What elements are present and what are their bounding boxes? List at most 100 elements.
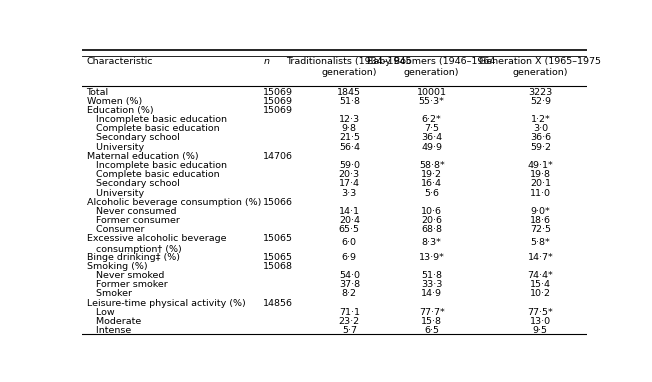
Text: 16·4: 16·4 [421, 179, 442, 188]
Text: 6·5: 6·5 [424, 326, 439, 335]
Text: 15·4: 15·4 [530, 280, 551, 289]
Text: 6·2*: 6·2* [422, 115, 441, 124]
Text: 36·6: 36·6 [529, 133, 551, 142]
Text: 52·9: 52·9 [530, 97, 551, 106]
Text: Low: Low [87, 308, 114, 317]
Text: 9·8: 9·8 [342, 124, 357, 133]
Text: 14·1: 14·1 [339, 207, 360, 216]
Text: 19·8: 19·8 [530, 170, 551, 179]
Text: 1·2*: 1·2* [531, 115, 550, 124]
Text: Former consumer: Former consumer [87, 216, 179, 225]
Text: 3223: 3223 [528, 87, 552, 97]
Text: Education (%): Education (%) [87, 106, 153, 115]
Text: Former smoker: Former smoker [87, 280, 168, 289]
Text: 10·2: 10·2 [530, 290, 551, 298]
Text: 3·3: 3·3 [342, 188, 357, 197]
Text: 51·8: 51·8 [421, 271, 442, 280]
Text: 37·8: 37·8 [339, 280, 360, 289]
Text: 15065: 15065 [263, 253, 293, 262]
Text: 11·0: 11·0 [530, 188, 551, 197]
Text: 5·7: 5·7 [342, 326, 357, 335]
Text: Never smoked: Never smoked [87, 271, 164, 280]
Text: 5·8*: 5·8* [531, 238, 550, 247]
Text: Women (%): Women (%) [87, 97, 141, 106]
Text: n: n [263, 57, 269, 66]
Text: 9·5: 9·5 [533, 326, 548, 335]
Text: 20·1: 20·1 [530, 179, 551, 188]
Text: 20·3: 20·3 [339, 170, 360, 179]
Text: 6·9: 6·9 [342, 253, 357, 262]
Text: Smoking (%): Smoking (%) [87, 262, 147, 271]
Text: Characteristic: Characteristic [87, 57, 153, 66]
Text: 56·4: 56·4 [339, 142, 360, 152]
Text: 7·5: 7·5 [424, 124, 439, 133]
Text: Secondary school: Secondary school [87, 133, 179, 142]
Text: 58·8*: 58·8* [419, 161, 445, 170]
Text: Consumer: Consumer [87, 225, 144, 234]
Text: Complete basic education: Complete basic education [87, 170, 219, 179]
Text: 15069: 15069 [263, 97, 293, 106]
Text: Smoker: Smoker [87, 290, 132, 298]
Text: 10001: 10001 [417, 87, 447, 97]
Text: 59·2: 59·2 [530, 142, 551, 152]
Text: Alcoholic beverage consumption (%): Alcoholic beverage consumption (%) [87, 197, 261, 207]
Text: Excessive alcoholic beverage
   consumption† (%): Excessive alcoholic beverage consumption… [87, 235, 226, 254]
Text: Intense: Intense [87, 326, 131, 335]
Text: 15068: 15068 [263, 262, 293, 271]
Text: 15065: 15065 [263, 235, 293, 243]
Text: 51·8: 51·8 [339, 97, 360, 106]
Text: 54·0: 54·0 [339, 271, 360, 280]
Text: 14856: 14856 [263, 299, 293, 308]
Text: University: University [87, 142, 143, 152]
Text: 5·6: 5·6 [424, 188, 439, 197]
Text: Leisure-time physical activity (%): Leisure-time physical activity (%) [87, 299, 245, 308]
Text: Never consumed: Never consumed [87, 207, 176, 216]
Text: 13·0: 13·0 [529, 317, 551, 326]
Text: 19·2: 19·2 [421, 170, 442, 179]
Text: 59·0: 59·0 [339, 161, 360, 170]
Text: 55·3*: 55·3* [419, 97, 445, 106]
Text: 17·4: 17·4 [339, 179, 360, 188]
Text: 74·4*: 74·4* [527, 271, 553, 280]
Text: 8·2: 8·2 [342, 290, 357, 298]
Text: 77·5*: 77·5* [527, 308, 553, 317]
Text: Binge drinking‡ (%): Binge drinking‡ (%) [87, 253, 179, 262]
Text: 77·7*: 77·7* [419, 308, 445, 317]
Text: Complete basic education: Complete basic education [87, 124, 219, 133]
Text: 6·0: 6·0 [342, 238, 357, 247]
Text: Total: Total [87, 87, 109, 97]
Text: Maternal education (%): Maternal education (%) [87, 152, 198, 161]
Text: Secondary school: Secondary school [87, 179, 179, 188]
Text: Incomplete basic education: Incomplete basic education [87, 161, 226, 170]
Text: 15069: 15069 [263, 87, 293, 97]
Text: 14·9: 14·9 [421, 290, 442, 298]
Text: 9·0*: 9·0* [531, 207, 550, 216]
Text: 14706: 14706 [263, 152, 293, 161]
Text: 14·7*: 14·7* [527, 253, 553, 262]
Text: 13·9*: 13·9* [419, 253, 445, 262]
Text: 72·5: 72·5 [530, 225, 551, 234]
Text: 15·8: 15·8 [421, 317, 442, 326]
Text: 15066: 15066 [263, 197, 293, 207]
Text: Moderate: Moderate [87, 317, 141, 326]
Text: 65·5: 65·5 [339, 225, 360, 234]
Text: 21·5: 21·5 [339, 133, 360, 142]
Text: Baby Boomers (1946–1964
generation): Baby Boomers (1946–1964 generation) [368, 57, 496, 77]
Text: 33·3: 33·3 [421, 280, 442, 289]
Text: 15069: 15069 [263, 106, 293, 115]
Text: 20·6: 20·6 [421, 216, 442, 225]
Text: 49·9: 49·9 [421, 142, 442, 152]
Text: 71·1: 71·1 [339, 308, 360, 317]
Text: Generation X (1965–1975
generation): Generation X (1965–1975 generation) [479, 57, 601, 77]
Text: 49·1*: 49·1* [527, 161, 553, 170]
Text: 36·4: 36·4 [421, 133, 442, 142]
Text: University: University [87, 188, 143, 197]
Text: 18·6: 18·6 [530, 216, 551, 225]
Text: 12·3: 12·3 [339, 115, 360, 124]
Text: 68·8: 68·8 [421, 225, 442, 234]
Text: 10·6: 10·6 [421, 207, 442, 216]
Text: 23·2: 23·2 [339, 317, 360, 326]
Text: 3·0: 3·0 [533, 124, 548, 133]
Text: Incomplete basic education: Incomplete basic education [87, 115, 226, 124]
Text: 1845: 1845 [337, 87, 361, 97]
